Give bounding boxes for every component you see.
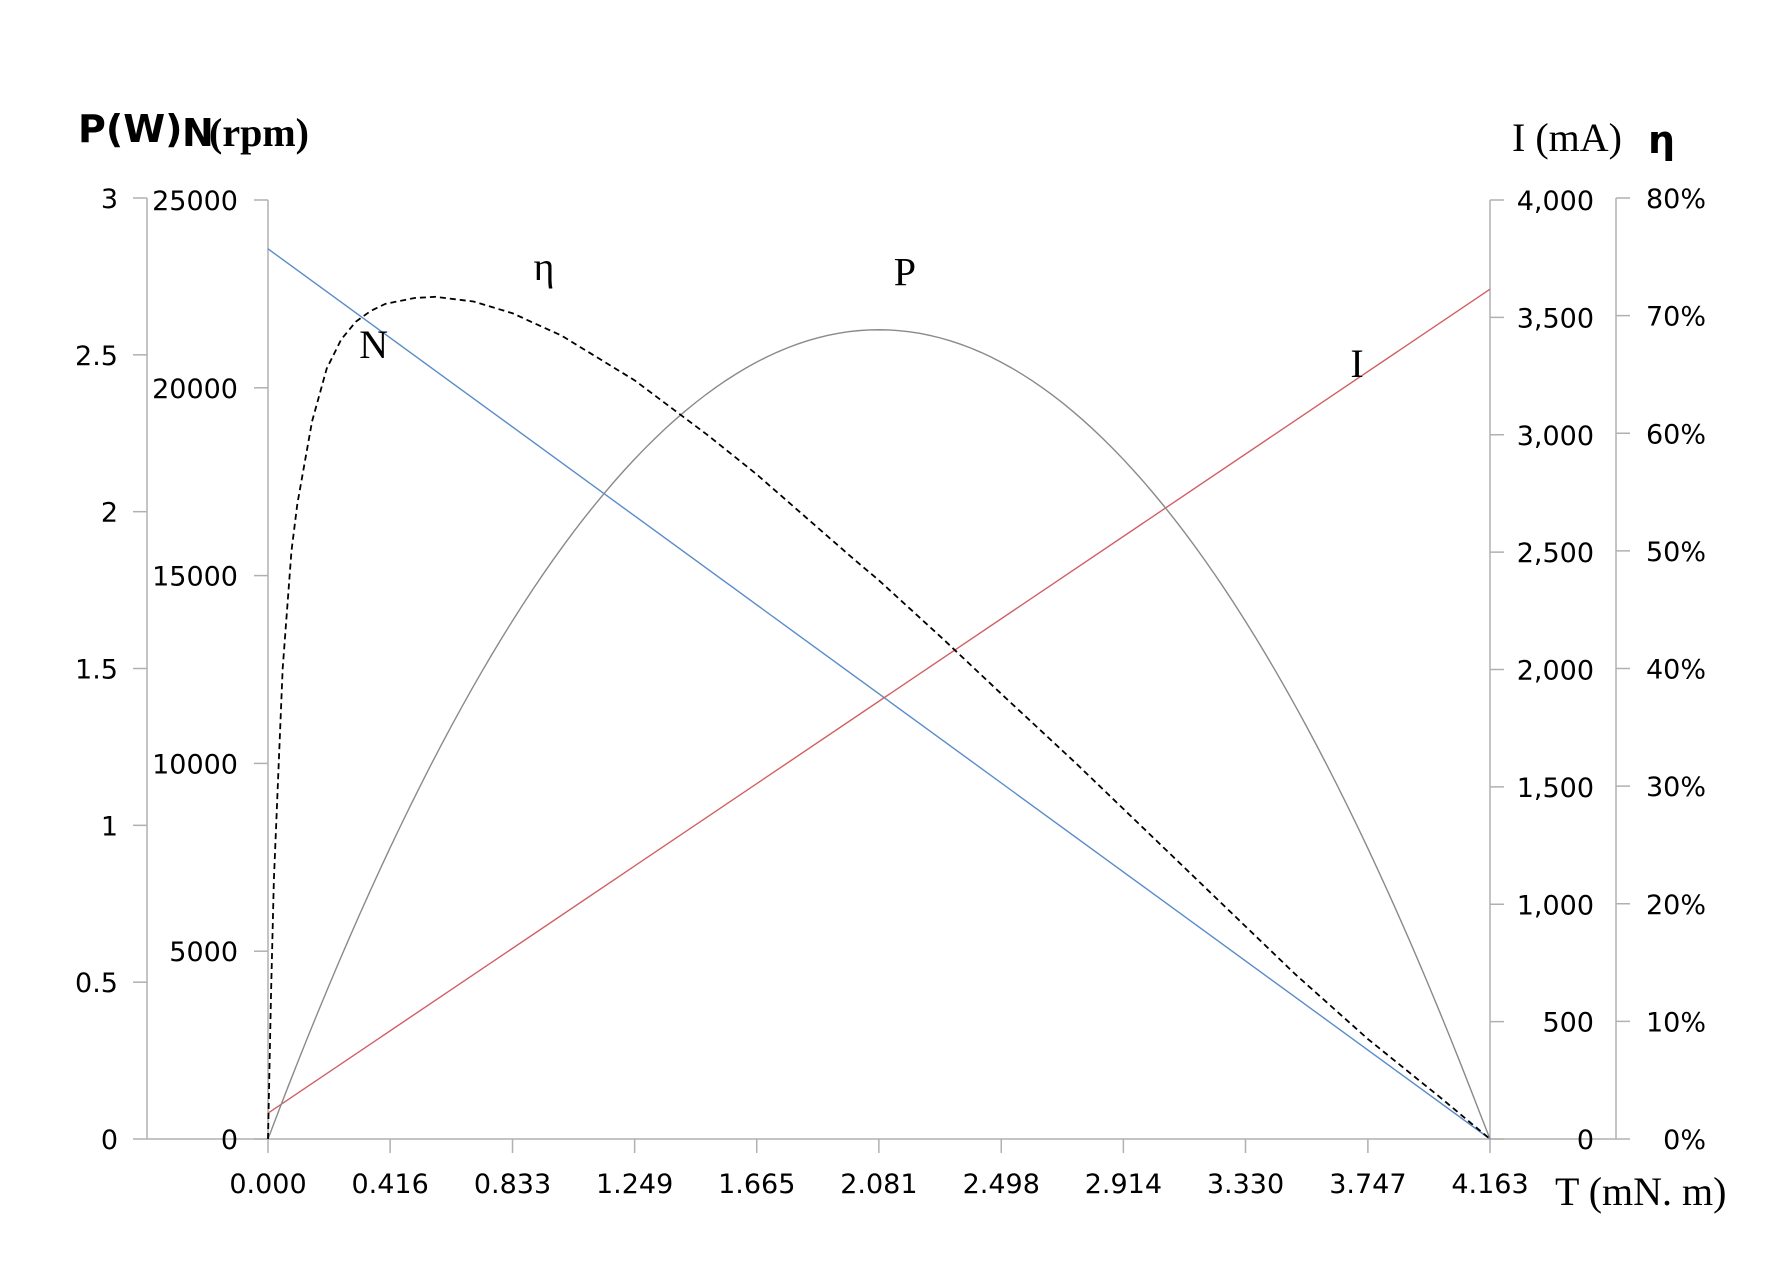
series-layer: [267, 248, 1491, 1140]
power-tick-label: 3: [101, 184, 118, 215]
speed-tick-label: 15000: [152, 562, 238, 593]
efficiency-tick-label: 70%: [1646, 302, 1706, 333]
torque-tick-label: 2.498: [963, 1169, 1040, 1200]
current-tick-label: 500: [1542, 1008, 1594, 1039]
efficiency-tick-label: 40%: [1646, 655, 1706, 686]
current-tick-label: 2,500: [1517, 538, 1594, 569]
efficiency-tick-label: 0%: [1663, 1125, 1706, 1156]
power-tick-label: 0: [101, 1125, 118, 1156]
speed-tick-label: 20000: [152, 374, 238, 405]
curve-label-p: P: [894, 250, 916, 295]
speed-tick-label: 5000: [169, 937, 238, 968]
torque-tick-label: 0.833: [474, 1169, 551, 1200]
efficiency-tick-label: 30%: [1646, 772, 1706, 803]
power-tick-label: 1: [101, 811, 118, 842]
torque-tick-label: 1.665: [718, 1169, 795, 1200]
efficiency-tick-label: 60%: [1646, 419, 1706, 450]
torque-axis-ticks: 0.000 0.416 0.833 1.249 1.665 2.081 2.498 2.914…: [229, 1139, 1529, 1200]
speed-axis-ticks: 0 5000 10000 15000 20000 25000: [152, 186, 268, 1156]
efficiency-axis-ticks: 0% 10% 20% 30% 40% 50% 60% 70% 80%: [1616, 184, 1706, 1156]
torque-tick-label: 2.914: [1085, 1169, 1162, 1200]
efficiency-tick-label: 20%: [1646, 890, 1706, 921]
torque-tick-label: 1.249: [596, 1169, 673, 1200]
speed-tick-label: 10000: [152, 749, 238, 780]
speed-tick-label: 25000: [152, 186, 238, 217]
torque-tick-label: 3.747: [1329, 1169, 1406, 1200]
torque-axis-title: T (mN. m): [1555, 1169, 1726, 1214]
current-tick-label: 0: [1577, 1125, 1594, 1156]
current-tick-label: 3,500: [1517, 303, 1594, 334]
series-i-line: [267, 288, 1491, 1114]
power-axis-title: P(W): [78, 107, 183, 151]
current-tick-label: 1,500: [1517, 773, 1594, 804]
current-tick-label: 3,000: [1517, 421, 1594, 452]
curve-label-i: I: [1350, 341, 1363, 386]
power-tick-label: 2.5: [75, 341, 118, 372]
curve-label-n: N: [359, 322, 388, 367]
series-p-line: [267, 329, 1491, 1140]
speed-tick-label: 0: [221, 1125, 238, 1156]
torque-tick-label: 2.081: [840, 1169, 917, 1200]
current-axis-title: I (mA): [1512, 115, 1622, 160]
curve-labels: Nη P I: [359, 244, 1363, 386]
current-tick-label: 4,000: [1517, 186, 1594, 217]
efficiency-tick-label: 10%: [1646, 1007, 1706, 1038]
torque-tick-label: 4.163: [1451, 1169, 1528, 1200]
speed-axis-title: N: [182, 111, 214, 155]
power-axis-ticks: 0 0.5 1 1.5 2 2.5 3: [75, 184, 147, 1156]
efficiency-tick-label: 80%: [1646, 184, 1706, 215]
current-tick-label: 1,000: [1517, 890, 1594, 921]
series-n-line: [267, 248, 1491, 1140]
torque-tick-label: 3.330: [1207, 1169, 1284, 1200]
power-tick-label: 1.5: [75, 655, 118, 686]
efficiency-axis-title: η: [1648, 118, 1675, 162]
series-eta-line: [267, 295, 1491, 1140]
power-tick-label: 2: [101, 498, 118, 529]
speed-axis-unit: (rpm): [209, 110, 309, 155]
curve-label-eta: η: [533, 244, 554, 289]
current-axis-ticks: 0 500 1,000 1,500 2,000 2,500 3,000 3,500 4,000: [1490, 186, 1594, 1156]
torque-tick-label: 0.000: [229, 1169, 306, 1200]
torque-tick-label: 0.416: [351, 1169, 428, 1200]
current-tick-label: 2,000: [1517, 656, 1594, 687]
power-tick-label: 0.5: [75, 968, 118, 999]
efficiency-tick-label: 50%: [1646, 537, 1706, 568]
